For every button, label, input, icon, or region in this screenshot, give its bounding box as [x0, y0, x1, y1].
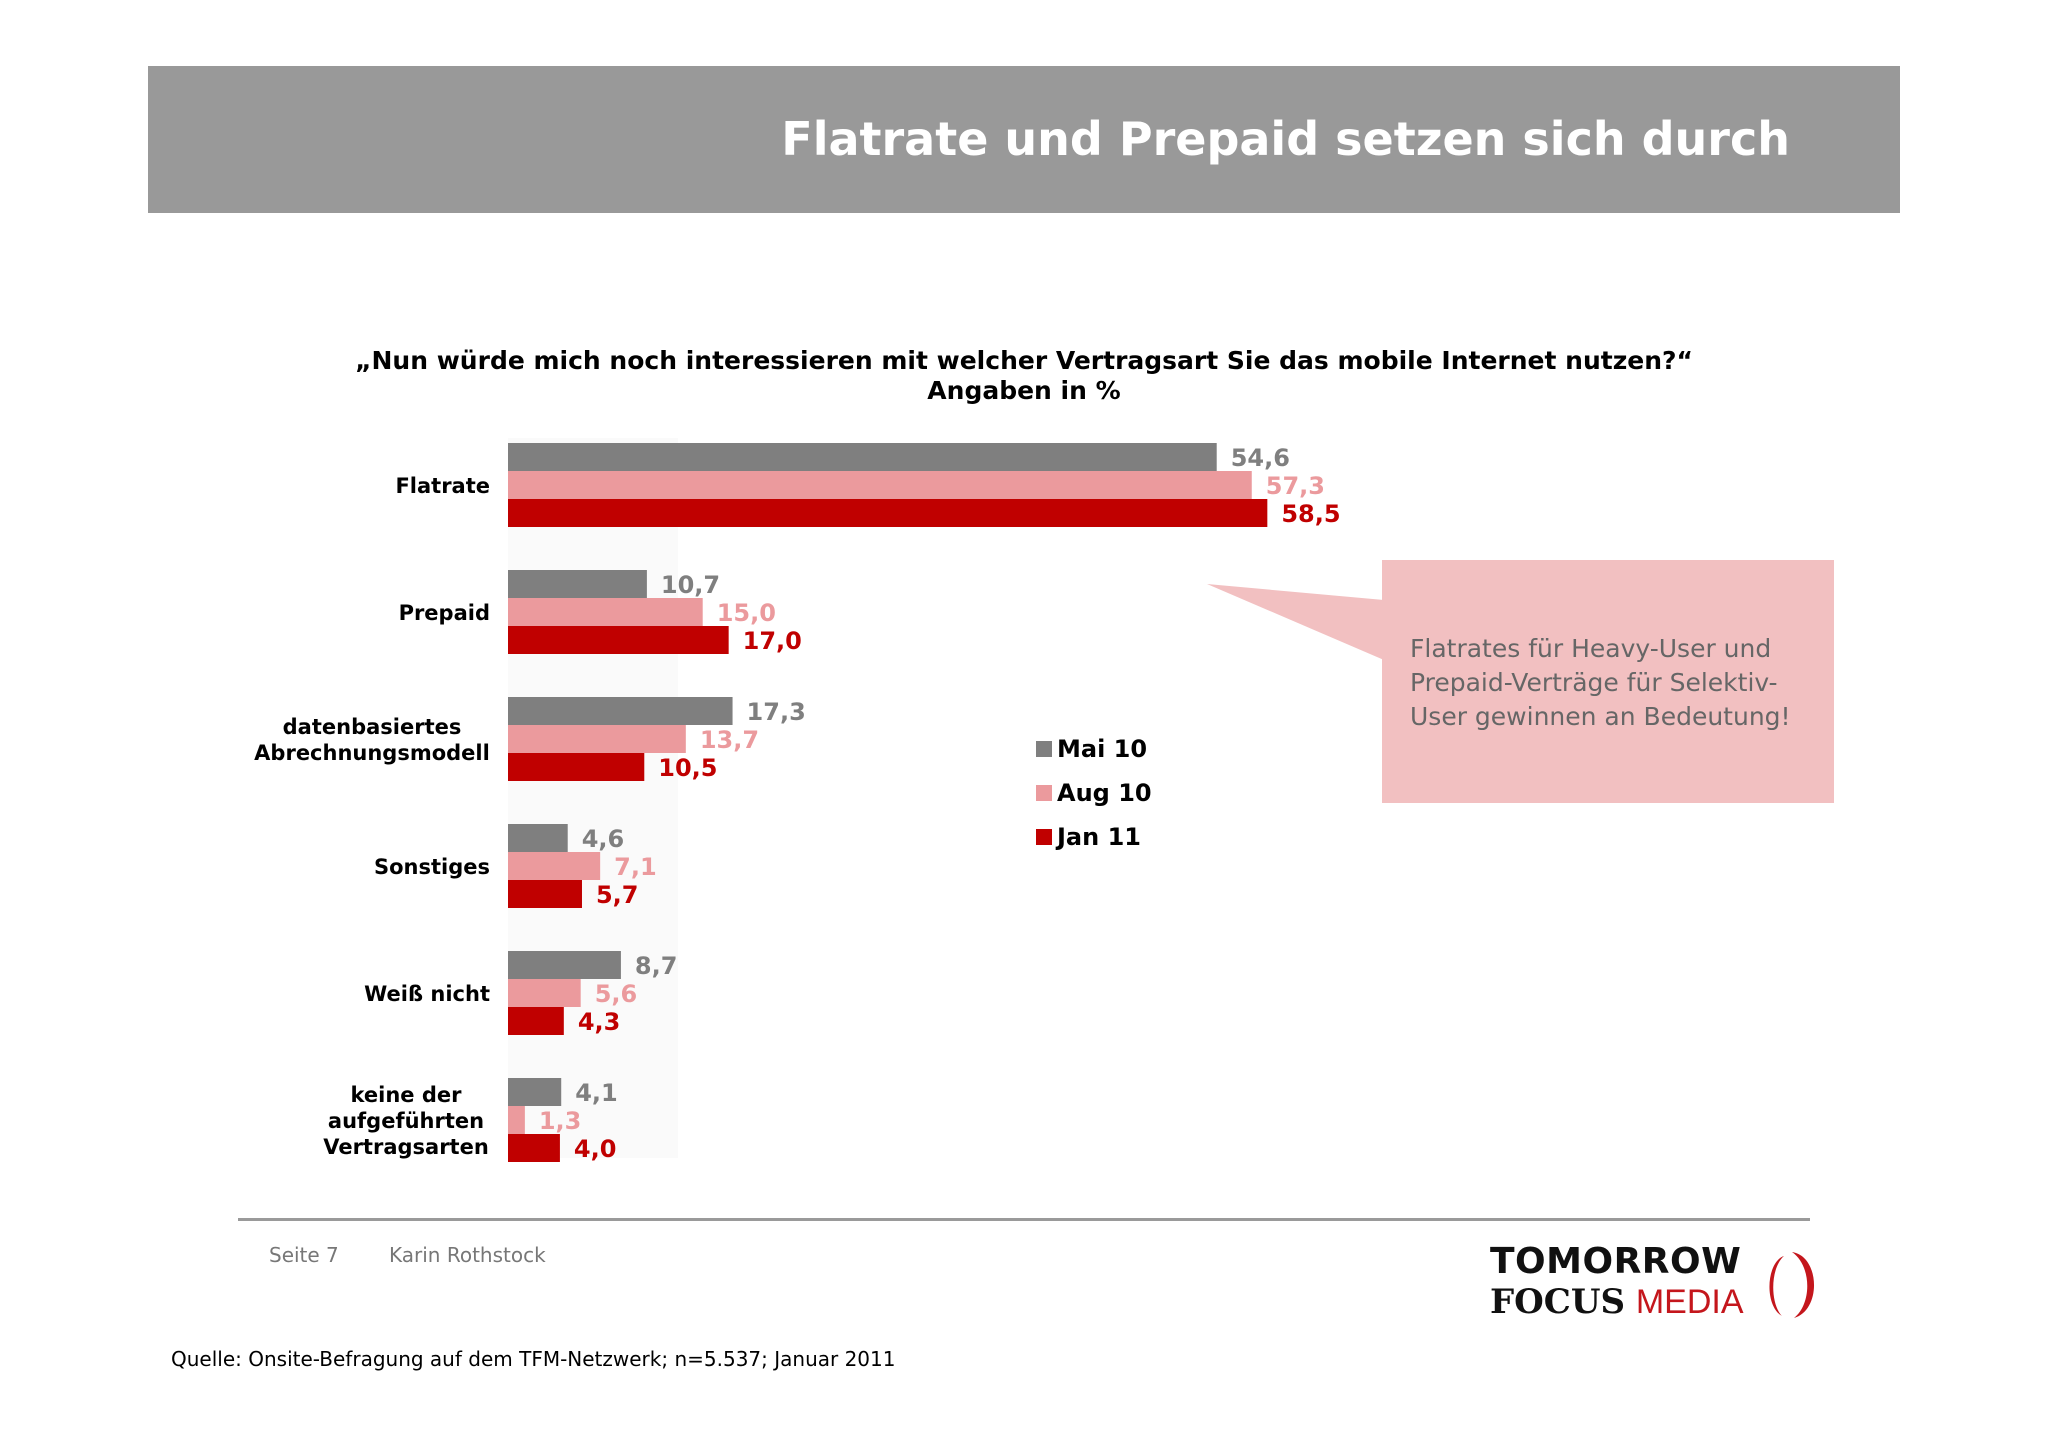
bar-aug-10	[508, 725, 686, 753]
category-label: Vertragsarten	[323, 1135, 489, 1159]
data-label: 8,7	[635, 952, 678, 980]
header-band: Flatrate und Prepaid setzen sich durch	[148, 66, 1900, 213]
logo-text-tomorrow: TOMORROW	[1490, 1241, 1742, 1282]
bar-jan-11	[508, 880, 582, 908]
page-number: Seite 7	[269, 1243, 339, 1267]
data-label: 10,7	[661, 571, 720, 599]
legend-label: Jan 11	[1055, 823, 1141, 851]
bar-mai-10	[508, 951, 621, 979]
logo-arc-icon	[1769, 1252, 1815, 1318]
data-label: 4,1	[575, 1079, 618, 1107]
data-label: 5,6	[595, 980, 638, 1008]
callout-text: Flatrates für Heavy-User und Prepaid-Ver…	[1410, 634, 1791, 731]
legend-label: Aug 10	[1057, 779, 1152, 807]
legend-swatch	[1036, 785, 1052, 801]
category-label: keine der	[351, 1083, 463, 1107]
data-label: 4,3	[578, 1008, 621, 1036]
bar-mai-10	[508, 443, 1217, 471]
callout-pointer	[1207, 584, 1384, 660]
bar-aug-10	[508, 1106, 525, 1134]
data-label: 4,0	[574, 1135, 617, 1163]
page-title: Flatrate und Prepaid setzen sich durch	[781, 112, 1790, 166]
bar-jan-11	[508, 626, 729, 654]
legend-swatch	[1036, 829, 1052, 845]
bar-mai-10	[508, 570, 647, 598]
data-label: 17,0	[743, 627, 802, 655]
author-name: Karin Rothstock	[389, 1243, 546, 1267]
bar-mai-10	[508, 1078, 562, 1106]
source-note: Quelle: Onsite-Befragung auf dem TFM-Net…	[171, 1347, 896, 1371]
data-label: 1,3	[539, 1107, 582, 1135]
data-label: 17,3	[747, 698, 806, 726]
logo-text-media: MEDIA	[1635, 1283, 1744, 1321]
bar-jan-11	[508, 1007, 564, 1035]
data-label: 54,6	[1231, 444, 1290, 472]
legend-swatch	[1036, 741, 1052, 757]
data-label: 5,7	[596, 881, 639, 909]
bar-jan-11	[508, 499, 1268, 527]
category-label: aufgeführten	[328, 1109, 484, 1133]
bar-aug-10	[508, 852, 601, 880]
question-text: „Nun würde mich noch interessieren mit w…	[355, 346, 1693, 375]
logo-text-focus: FOCUS	[1490, 1282, 1626, 1322]
data-label: 10,5	[658, 754, 717, 782]
category-label: datenbasiertes	[283, 715, 462, 739]
category-label: Sonstiges	[374, 855, 490, 879]
data-label: 7,1	[614, 853, 657, 881]
data-label: 58,5	[1281, 500, 1340, 528]
bar-aug-10	[508, 471, 1252, 499]
company-logo: TOMORROW FOCUS MEDIA	[1490, 1244, 1820, 1326]
plot-area	[508, 438, 678, 1158]
category-label: Prepaid	[399, 601, 490, 625]
category-label: Abrechnungsmodell	[254, 741, 490, 765]
bar-aug-10	[508, 598, 703, 626]
footer-divider	[238, 1218, 1810, 1221]
legend-label: Mai 10	[1057, 735, 1147, 763]
question-unit: Angaben in %	[927, 376, 1121, 405]
callout-box: Flatrates für Heavy-User und Prepaid-Ver…	[1382, 560, 1834, 803]
data-label: 57,3	[1266, 472, 1325, 500]
logo-text-focus-media: FOCUS MEDIA	[1490, 1284, 1744, 1320]
category-label: Weiß nicht	[364, 982, 490, 1006]
data-label: 15,0	[717, 599, 776, 627]
bar-jan-11	[508, 753, 645, 781]
bar-aug-10	[508, 979, 581, 1007]
bar-mai-10	[508, 697, 733, 725]
category-label: Flatrate	[395, 474, 490, 498]
chart-question: „Nun würde mich noch interessieren mit w…	[0, 346, 2048, 406]
bar-jan-11	[508, 1134, 560, 1162]
data-label: 4,6	[582, 825, 625, 853]
bar-mai-10	[508, 824, 568, 852]
data-label: 13,7	[700, 726, 759, 754]
